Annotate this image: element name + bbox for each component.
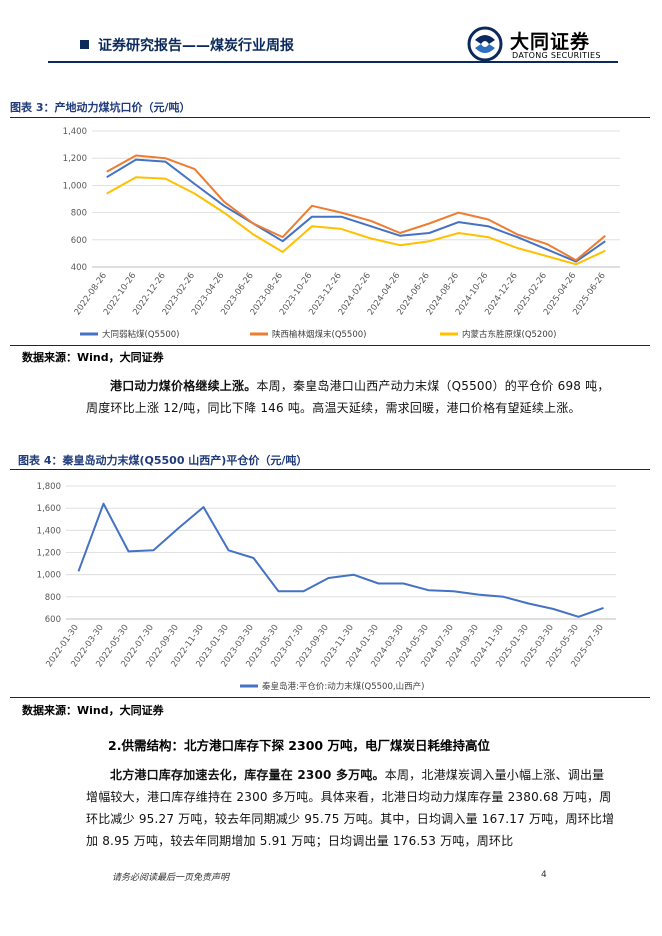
paragraph-port-price-body: 本周，秦皇岛港口山西产动力末煤（Q5500）的平仓价 698 吨，周度环比上涨 …	[86, 379, 610, 415]
figure3-ytick-label: 1,000	[63, 181, 87, 191]
figure4-chart: 1,8001,6001,4001,2001,0008006002022-01-3…	[37, 482, 616, 692]
figure4-ytick-label: 600	[45, 615, 61, 625]
figure4-ytick-label: 1,800	[37, 482, 61, 492]
figure3-legend-label: 内蒙古东胜原煤(Q5200)	[462, 329, 556, 340]
paragraph-port-inventory: 北方港口库存加速去化，库存量在 2300 多万吨。本周，北港煤炭调入量小幅上涨、…	[86, 764, 616, 852]
figure4-ytick-label: 1,600	[37, 504, 61, 514]
figure3-source: 数据来源：Wind，大同证券	[22, 351, 164, 364]
section2-heading: 2.供需结构：北方港口库存下探 2300 万吨，电厂煤炭日耗维持高位	[108, 738, 490, 753]
figure4-ytick-label: 800	[45, 593, 61, 603]
paragraph-port-inventory-lead: 北方港口库存加速去化，库存量在 2300 多万吨。	[110, 768, 385, 782]
figure3-top-rule	[10, 117, 650, 118]
figure3-ytick-label: 400	[71, 263, 87, 273]
figure4-top-rule	[10, 469, 650, 470]
figure4-ytick-label: 1,000	[37, 571, 61, 581]
figure3-ytick-label: 1,200	[63, 154, 87, 164]
figure3-bottom-rule	[10, 345, 650, 346]
logo-text-cn: 大同证券	[510, 31, 591, 53]
figure3-ytick-label: 800	[71, 209, 87, 219]
paragraph-port-price-lead: 港口动力煤价格继续上涨。	[110, 379, 257, 393]
figure4-title: 图表 4：秦皇岛动力末煤(Q5500 山西产)平仓价（元/吨）	[18, 454, 308, 467]
logo-text-en: DATONG SECURITIES	[512, 51, 601, 60]
figure3-ytick-label: 600	[71, 236, 87, 246]
figure4-ytick-label: 1,200	[37, 549, 61, 559]
figure4-ytick-label: 1,400	[37, 526, 61, 536]
paragraph-port-price: 港口动力煤价格继续上涨。本周，秦皇岛港口山西产动力末煤（Q5500）的平仓价 6…	[86, 375, 616, 419]
header-divider	[48, 61, 618, 63]
figure4-series-line-0	[77, 502, 604, 618]
figure4-bottom-rule	[10, 697, 650, 698]
page-number: 4	[541, 870, 547, 880]
figure3-series-line-1	[106, 154, 606, 262]
footer-disclaimer: 请务必阅读最后一页免责声明	[112, 873, 230, 883]
figure3-chart: 1,4001,2001,0008006004002022-08-262022-1…	[63, 127, 620, 340]
figure3-legend-label: 大同弱粘煤(Q5500)	[102, 329, 179, 340]
figure3-legend-label: 陕西榆林烟煤末(Q5500)	[272, 329, 366, 340]
header-bullet	[80, 40, 89, 49]
report-title: 证券研究报告——煤炭行业周报	[98, 38, 294, 54]
figure4-legend-label: 秦皇岛港:平仓价:动力末煤(Q5500,山西产)	[262, 681, 424, 692]
datong-logo-icon	[467, 26, 503, 62]
figure3-series-line-2	[106, 176, 606, 266]
figure3-ytick-label: 1,400	[63, 127, 87, 137]
paragraph-port-inventory-body: 本周，北港煤炭调入量小幅上涨、调出量增幅较大，港口库存维持在 2300 多万吨。…	[86, 768, 615, 848]
figure3-title: 图表 3：产地动力煤坑口价（元/吨）	[10, 101, 191, 114]
figure3-series-line-0	[106, 158, 606, 263]
figure4-source: 数据来源：Wind，大同证券	[22, 704, 164, 717]
